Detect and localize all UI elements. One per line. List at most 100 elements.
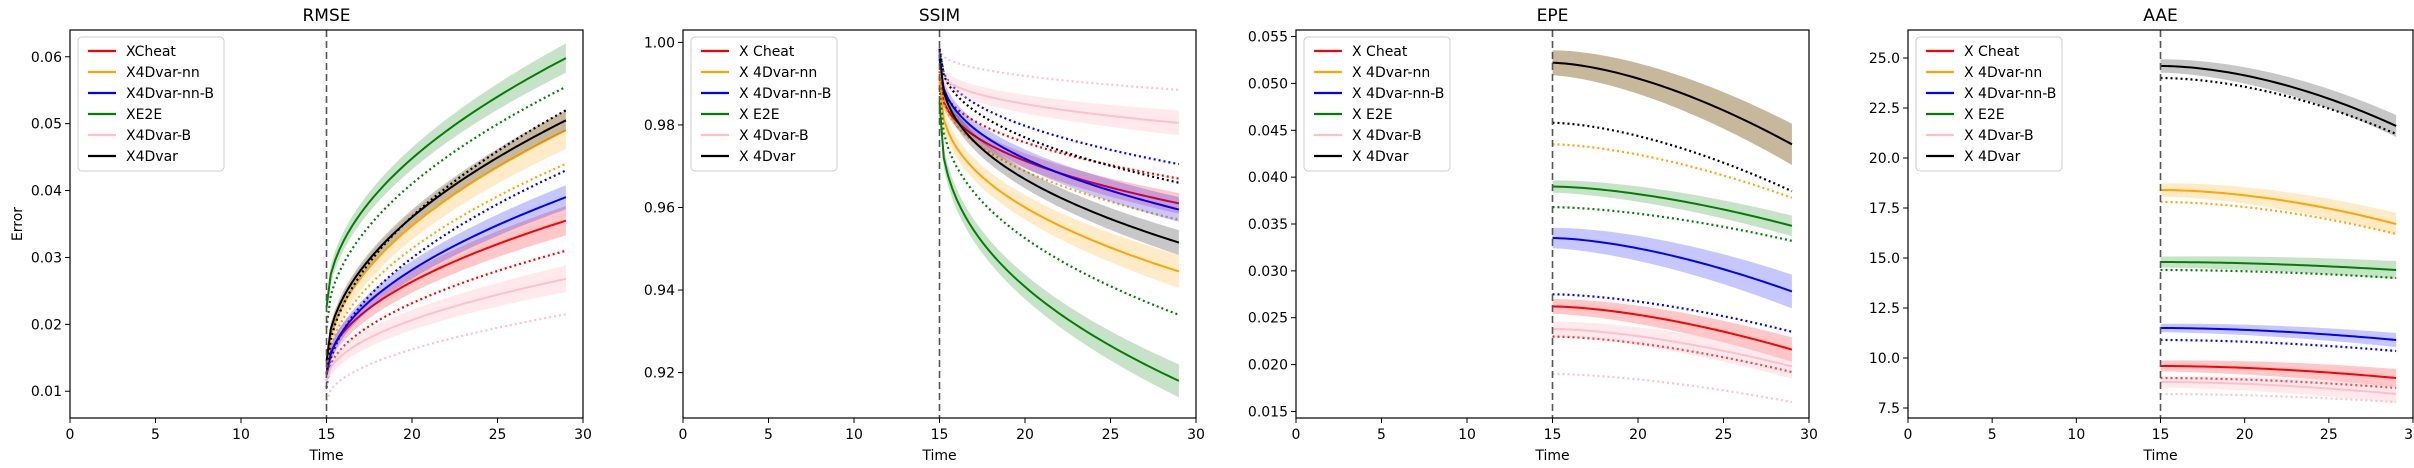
legend: X Cheat X 4Dvar-nn X 4Dvar-nn-B X E2E X 4Dva…	[1303, 36, 1451, 172]
x-tick-label: 0	[1904, 427, 1913, 443]
y-tick-label: 0.025	[1248, 311, 1288, 327]
x-tick-label: 30	[1800, 427, 1818, 443]
series-4dvar	[938, 47, 1180, 255]
x-tick-label: 5	[151, 427, 160, 443]
legend-label-4dvar-b: X 4Dvar-B	[739, 128, 809, 144]
y-tick-label: 0.04	[31, 184, 62, 200]
legend-label-4dvar-b: X 4Dvar-B	[1964, 128, 2034, 144]
line-e2e	[1552, 185, 1793, 227]
dotted-line-e2e	[1552, 206, 1793, 242]
legend-label-cheat: X Cheat	[1352, 44, 1408, 60]
dotted-line-e2e	[325, 85, 567, 328]
series-4dvar-b	[2160, 376, 2397, 404]
series-cheat	[325, 205, 567, 382]
series-e2e	[938, 87, 1180, 398]
band-e2e	[1552, 180, 1792, 237]
legend-label-4dvar-nn-b: X4Dvar-nn-B	[126, 86, 214, 102]
legend-box	[77, 36, 225, 172]
chart-ssim: 0 5 10 15 20 25 30 0.92 0.94 0.96 0.98 1.00 SSIM Time…	[644, 6, 1205, 464]
x-tick-label: 0	[1292, 427, 1301, 443]
legend-label-4dvar-nn-b: X 4Dvar-nn-B	[1964, 86, 2056, 102]
legend-label-4dvar-nn-b: X 4Dvar-nn-B	[1352, 86, 1444, 102]
legend-label-4dvar-b: X4Dvar-B	[126, 128, 191, 144]
band-4dvar-nn	[2160, 183, 2397, 235]
legend-label-cheat: X Cheat	[1964, 44, 2020, 60]
band-4dvar-b	[1552, 321, 1792, 379]
legend-label-4dvar-nn: X 4Dvar-nn	[739, 65, 817, 81]
series-4dvar-b	[325, 265, 567, 402]
dotted-line-4dvar-b	[1552, 372, 1793, 404]
x-tick-label: 20	[1629, 427, 1647, 443]
series-4dvar-nn-b	[938, 50, 1180, 222]
y-tick-label: 0.05	[31, 117, 62, 133]
legend-label-4dvar-nn: X4Dvar-nn	[126, 65, 200, 81]
dotted-line-4dvar	[325, 109, 567, 375]
legend-label-4dvar: X 4Dvar	[1352, 149, 1409, 165]
x-axis-label: Time	[308, 448, 343, 464]
series-4dvar-nn	[325, 111, 567, 380]
dotted-line-4dvar-nn-b	[1552, 293, 1793, 333]
y-tick-label: 0.03	[31, 250, 62, 266]
line-4dvar-nn-b	[938, 58, 1180, 211]
y-tick-label: 0.92	[644, 366, 675, 382]
legend-label-e2e: X E2E	[739, 107, 780, 123]
legend-label-e2e: XE2E	[126, 107, 162, 123]
y-tick-label: 25.0	[1869, 51, 1900, 67]
dotted-line-4dvar	[1552, 121, 1793, 193]
y-tick-label: 0.96	[644, 200, 675, 216]
legend-label-4dvar-nn-b: X 4Dvar-nn-B	[739, 86, 831, 102]
y-tick-label: 15.0	[1869, 251, 1900, 267]
y-axis-label: Error	[10, 207, 26, 241]
x-tick-label: 5	[764, 427, 773, 443]
series-e2e	[2160, 256, 2397, 280]
x-axis-label: Time	[1534, 448, 1569, 464]
chart-epe: 0 5 10 15 20 25 30 0.015 0.020 0.025 0.030 0.035 0.0…	[1248, 6, 1818, 464]
y-tick-label: 0.02	[31, 317, 62, 333]
band-4dvar	[2160, 59, 2397, 137]
dotted-line-e2e	[2160, 268, 2397, 280]
dotted-line-4dvar-b	[938, 48, 1179, 91]
x-axis-label: Time	[2142, 448, 2177, 464]
y-tick-label: 10.0	[1869, 351, 1900, 367]
band-4dvar-nn-b	[939, 51, 1179, 222]
x-tick-label: 30	[1187, 427, 1205, 443]
line-4dvar-nn	[938, 81, 1180, 273]
line-e2e	[938, 102, 1180, 382]
line-4dvar	[325, 119, 567, 362]
y-tick-label: 0.055	[1248, 30, 1288, 46]
x-tick-label: 30	[2404, 427, 2414, 443]
line-4dvar-b	[938, 66, 1179, 124]
series-4dvar-b	[1552, 321, 1793, 404]
chart-title: RMSE	[302, 6, 350, 26]
y-tick-label: 1.00	[644, 35, 675, 51]
y-tick-label: 0.040	[1248, 170, 1288, 186]
y-tick-label: 20.0	[1869, 151, 1900, 167]
x-tick-label: 0	[679, 427, 688, 443]
x-tick-label: 25	[489, 427, 507, 443]
y-tick-label: 0.01	[31, 384, 62, 400]
band-4dvar	[326, 110, 566, 368]
y-tick-label: 0.94	[644, 283, 675, 299]
dotted-line-e2e	[938, 87, 1180, 316]
y-tick-label: 0.045	[1248, 123, 1288, 139]
series-4dvar-nn	[938, 71, 1180, 288]
legend: X Cheat X 4Dvar-nn X 4Dvar-nn-B X E2E X 4Dva…	[1915, 36, 2063, 172]
series-4dvar-b	[938, 48, 1179, 136]
line-4dvar-b	[325, 277, 567, 382]
band-4dvar-nn-b	[326, 185, 566, 386]
series-4dvar-nn-b	[2160, 323, 2397, 353]
plot-area	[1552, 50, 1793, 404]
y-tick-label: 12.5	[1869, 301, 1900, 317]
legend-label-4dvar-nn: X 4Dvar-nn	[1352, 65, 1430, 81]
line-4dvar	[1552, 61, 1793, 146]
legend-label-cheat: XCheat	[126, 44, 176, 60]
legend-box	[690, 36, 838, 172]
legend-label-cheat: X Cheat	[739, 44, 795, 60]
x-tick-label: 25	[2320, 427, 2338, 443]
dotted-line-4dvar	[938, 48, 1180, 184]
x-tick-label: 10	[2067, 427, 2085, 443]
y-tick-label: 0.035	[1248, 217, 1288, 233]
band-cheat	[326, 205, 566, 382]
series-cheat	[2160, 360, 2397, 390]
